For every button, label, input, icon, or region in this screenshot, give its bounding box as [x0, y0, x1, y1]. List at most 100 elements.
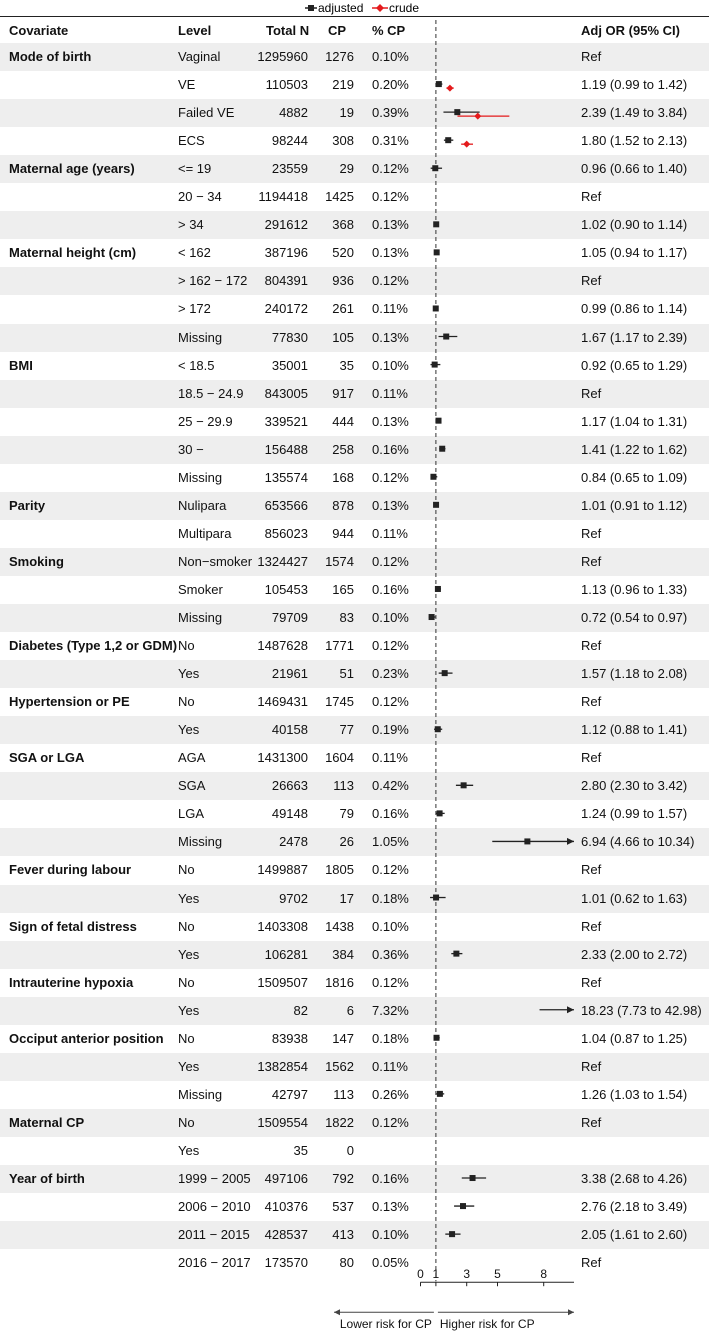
row-level: Nulipara — [178, 497, 227, 513]
row-level: 2006 − 2010 — [178, 1199, 251, 1215]
row-covariate: Occiput anterior position — [9, 1030, 164, 1046]
row-level: No — [178, 694, 195, 710]
row-adj-or: Ref — [581, 750, 602, 766]
table-row: SGA 26663 113 0.42% 2.80 (2.30 to 3.42) — [0, 772, 709, 801]
row-pct-cp: 0.39% — [372, 105, 409, 121]
row-adj-or: 0.72 (0.54 to 0.97) — [581, 610, 688, 625]
higher-risk-label: Higher risk for CP — [440, 1317, 535, 1331]
row-cp: 368 — [332, 217, 354, 233]
row-pct-cp: 0.11% — [372, 385, 408, 401]
table-row: Yes 82 6 7.32% 18.23 (7.73 to 42.98) — [0, 996, 709, 1025]
header-cp: CP — [328, 23, 347, 38]
row-level: No — [178, 1030, 195, 1046]
row-total-n: 1324427 — [257, 553, 308, 569]
row-covariate: Smoking — [9, 553, 64, 569]
table-row: Yes 1382854 1562 0.11% Ref — [0, 1052, 709, 1081]
row-total-n: 653566 — [264, 497, 308, 513]
row-total-n: 21961 — [271, 666, 308, 682]
row-level: Missing — [178, 834, 223, 850]
row-pct-cp: 0.12% — [372, 974, 409, 990]
table-row: Yes 106281 384 0.36% 2.33 (2.00 to 2.72) — [0, 940, 709, 969]
row-covariate: Sign of fetal distress — [9, 918, 137, 934]
row-total-n: 82 — [293, 1002, 308, 1018]
row-level: 2016 − 2017 — [178, 1255, 251, 1271]
row-level: Vaginal — [178, 49, 221, 64]
row-pct-cp: 0.18% — [372, 1030, 409, 1046]
row-total-n: 1487628 — [257, 638, 308, 654]
row-covariate: Parity — [9, 497, 46, 513]
row-pct-cp: 0.12% — [372, 469, 409, 485]
lower-risk-label: Lower risk for CP — [340, 1317, 432, 1331]
legend-crude-item: crude — [372, 1, 419, 15]
row-cp: 1771 — [325, 638, 354, 654]
row-adj-or: 1.26 (1.03 to 1.54) — [581, 1086, 688, 1102]
row-covariate: BMI — [9, 357, 33, 373]
row-level: Yes — [178, 722, 200, 738]
row-adj-or: 1.80 (1.52 to 2.13) — [581, 133, 688, 149]
row-cp: 384 — [332, 946, 354, 962]
table-row: Failed VE 4882 19 0.39% 2.39 (1.49 to 3.84) — [0, 99, 709, 128]
row-pct-cp: 7.32% — [372, 1002, 409, 1018]
row-total-n: 291612 — [264, 217, 308, 233]
row-pct-cp: 0.36% — [372, 946, 409, 962]
table-row: > 34 291612 368 0.13% 1.02 (0.90 to 1.14) — [0, 211, 709, 240]
row-cp: 944 — [332, 525, 354, 541]
row-total-n: 1509507 — [257, 974, 308, 990]
row-total-n: 110503 — [265, 77, 308, 93]
row-total-n: 42797 — [271, 1086, 308, 1102]
row-pct-cp: 1.05% — [372, 834, 409, 850]
row-total-n: 79709 — [271, 610, 308, 625]
row-covariate: Hypertension or PE — [9, 694, 130, 710]
row-adj-or: 1.17 (1.04 to 1.31) — [581, 413, 688, 429]
row-cp: 1805 — [325, 862, 354, 878]
table-row: Yes 40158 77 0.19% 1.12 (0.88 to 1.41) — [0, 716, 709, 745]
row-total-n: 240172 — [264, 301, 308, 317]
row-pct-cp: 0.26% — [372, 1086, 409, 1102]
row-adj-or: Ref — [581, 694, 602, 710]
header-pct-cp: % CP — [372, 23, 406, 38]
row-adj-or: 1.67 (1.17 to 2.39) — [581, 329, 688, 345]
table-row: Parity Nulipara 653566 878 0.13% 1.01 (0.91 t… — [0, 491, 709, 520]
row-covariate: Maternal height (cm) — [9, 245, 137, 261]
table-row: Smoker 105453 165 0.16% 1.13 (0.96 to 1.33) — [0, 576, 709, 604]
row-pct-cp: 0.20% — [372, 77, 409, 93]
row-cp: 83 — [339, 610, 354, 625]
row-cp: 17 — [339, 890, 354, 906]
row-cp: 1438 — [325, 918, 354, 934]
row-adj-or: 2.76 (2.18 to 3.49) — [581, 1199, 688, 1215]
row-level: Missing — [178, 1086, 223, 1102]
row-pct-cp: 0.12% — [372, 694, 409, 710]
row-level: Yes — [178, 1142, 200, 1158]
row-covariate: Maternal CP — [9, 1114, 85, 1130]
lower-risk-arrowhead — [334, 1309, 340, 1316]
row-total-n: 1431300 — [257, 750, 308, 766]
row-pct-cp: 0.13% — [372, 1199, 409, 1215]
table-row: LGA 49148 79 0.16% 1.24 (0.99 to 1.57) — [0, 800, 709, 828]
row-total-n: 77830 — [271, 329, 308, 345]
row-pct-cp: 0.12% — [372, 273, 409, 289]
row-cp: 1745 — [325, 694, 354, 710]
row-level: 1999 − 2005 — [178, 1171, 251, 1186]
row-cp: 105 — [332, 329, 354, 345]
row-level: 20 − 34 — [178, 189, 222, 205]
row-total-n: 410376 — [264, 1199, 308, 1215]
row-cp: 878 — [332, 497, 354, 513]
table-row: Year of birth 1999 − 2005 497106 792 0.16% 3.… — [0, 1165, 709, 1193]
table-row: Hypertension or PE No 1469431 1745 0.12% Ref — [0, 688, 709, 716]
row-total-n: 339521 — [264, 413, 308, 429]
row-total-n: 1194418 — [258, 189, 308, 205]
row-adj-or: 2.05 (1.61 to 2.60) — [581, 1227, 688, 1243]
row-cp: 0 — [346, 1142, 354, 1158]
row-level: No — [178, 638, 195, 654]
row-cp: 537 — [332, 1199, 354, 1215]
table-row: Missing 77830 105 0.13% 1.67 (1.17 to 2.39) — [0, 323, 709, 352]
row-level: Missing — [178, 469, 223, 485]
row-level: AGA — [178, 750, 206, 766]
header-total-n: Total N — [266, 23, 310, 38]
row-total-n: 105453 — [264, 581, 308, 597]
row-cp: 219 — [332, 77, 354, 93]
table-row: > 172 240172 261 0.11% 0.99 (0.86 to 1.14) — [0, 295, 709, 323]
table-row: Sign of fetal distress No 1403308 1438 0.10%… — [0, 913, 709, 941]
row-cp: 6 — [346, 1002, 354, 1018]
row-pct-cp: 0.42% — [372, 778, 409, 794]
